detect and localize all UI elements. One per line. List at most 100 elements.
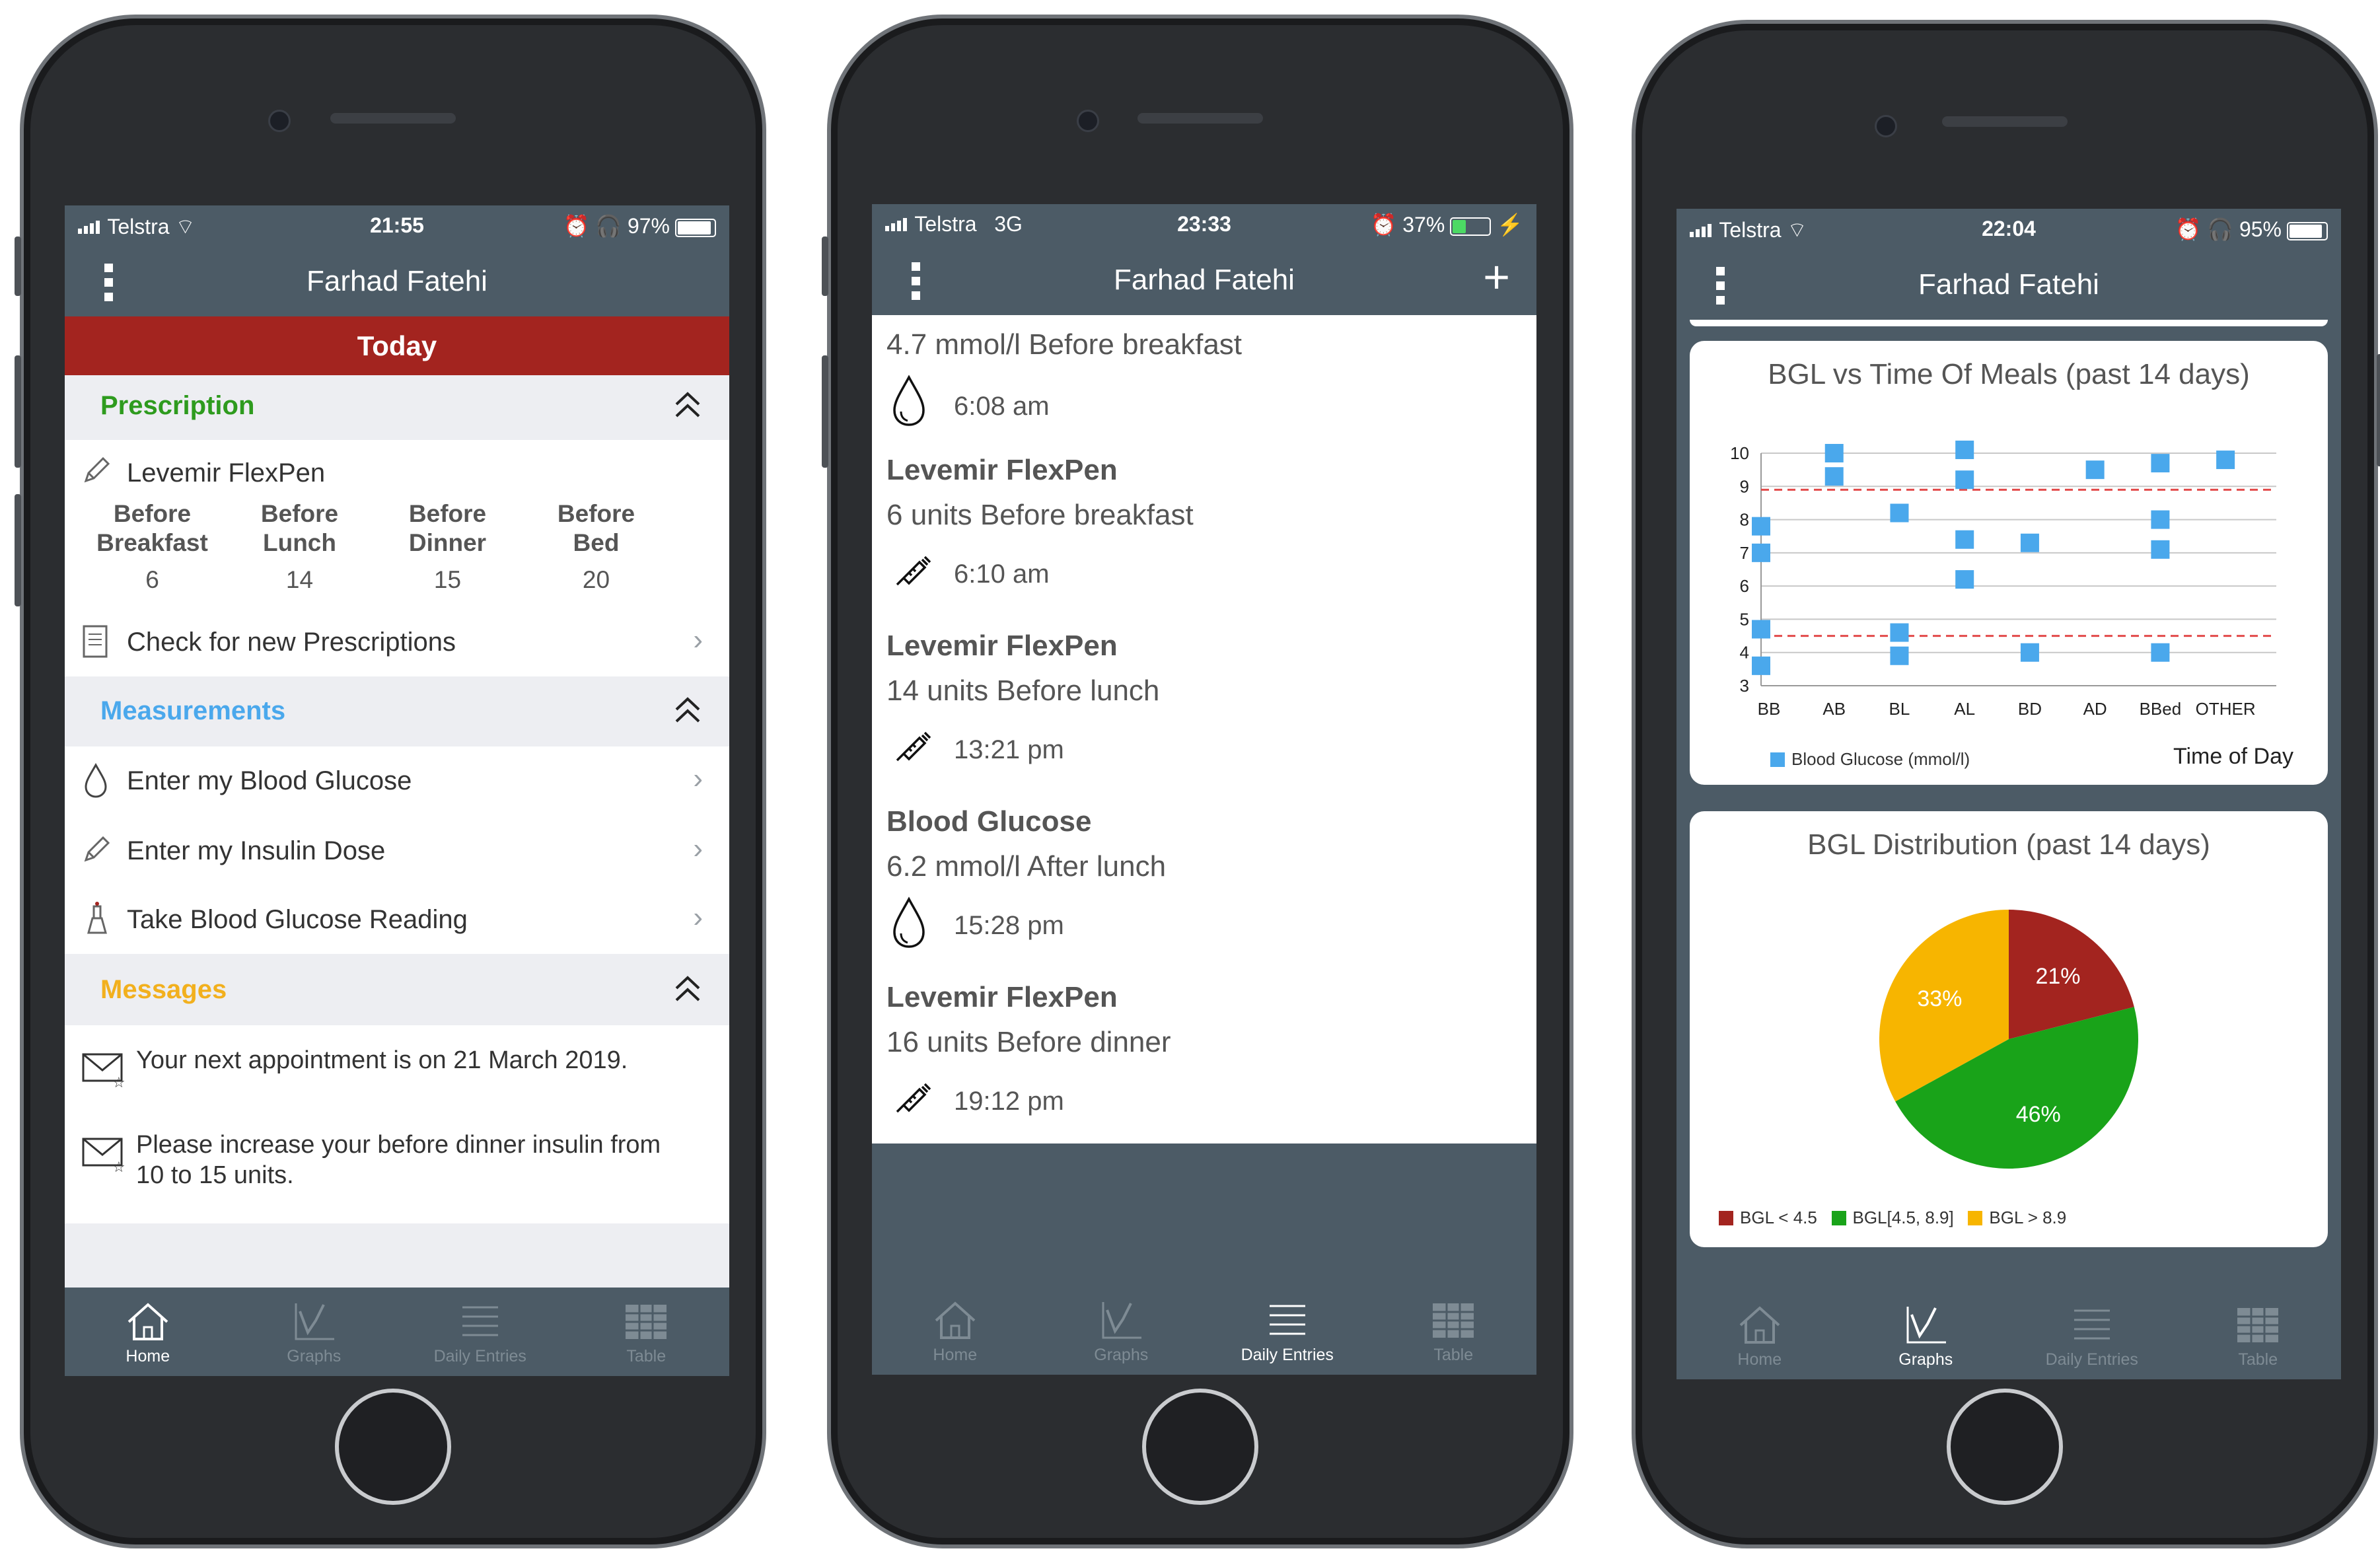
entry-heading: Levemir FlexPen [886, 981, 1118, 1013]
message-item[interactable]: ☆ Your next appointment is on 21 March 2… [65, 1025, 729, 1112]
tab-table[interactable]: Table [2175, 1291, 2342, 1379]
phone-daily-entries: Telstra 3G 23:33 ⏰ 37% ⚡ Farhad Fatehi +… [822, 15, 1573, 1548]
entry-detail: 4.7 mmol/l Before breakfast [886, 328, 1243, 361]
list-icon [2073, 1309, 2110, 1340]
entry-item[interactable]: 4.7 mmol/l Before breakfast 6:08 am [872, 315, 1536, 442]
data-point [2151, 454, 2170, 473]
data-point [1890, 646, 1909, 665]
y-tick-label: 10 [1730, 443, 1749, 463]
front-camera [1077, 110, 1099, 132]
measurements-header[interactable]: Measurements [65, 676, 729, 748]
tab-graphs[interactable]: Graphs [1038, 1286, 1205, 1375]
message-item[interactable]: ☆ Please increase your before dinner ins… [65, 1111, 729, 1225]
tab-daily-entries[interactable]: Daily Entries [397, 1288, 563, 1376]
home-button[interactable] [1947, 1389, 2063, 1505]
entry-detail: 14 units Before lunch [886, 674, 1160, 707]
home-icon [935, 1301, 976, 1339]
bgl-scatter-chart: 3 4 5 6 7 8 9 10 BB AB BL AL BD AD BBed OTHER [1730, 440, 2276, 719]
chevron-right-icon: › [693, 762, 703, 795]
volume-down-button [15, 494, 21, 606]
entry-item[interactable]: Levemir FlexPen 14 units Before lunch 13… [872, 616, 1536, 793]
take-reading-label: Take Blood Glucose Reading [127, 905, 468, 934]
entry-heading: Blood Glucose [886, 805, 1092, 838]
entry-item[interactable]: Levemir FlexPen 6 units Before breakfast… [872, 441, 1536, 618]
tab-home[interactable]: Home [872, 1286, 1038, 1375]
entry-item[interactable]: Levemir FlexPen 16 units Before dinner 1… [872, 968, 1536, 1144]
chevron-right-icon: › [693, 901, 703, 933]
data-point [1890, 503, 1909, 523]
data-point [1890, 623, 1909, 642]
earpiece-speaker [1137, 113, 1263, 124]
collapse-icon[interactable] [671, 691, 704, 731]
entry-heading: Levemir FlexPen [886, 454, 1118, 486]
tab-bar: Home Graphs Daily Entries Table [1677, 1291, 2341, 1379]
data-point [2216, 451, 2235, 470]
prescription-header[interactable]: Prescription [65, 375, 729, 441]
dose-value: 15 [433, 566, 462, 593]
tab-table[interactable]: Table [1371, 1286, 1537, 1375]
check-prescriptions-row[interactable]: Check for new Prescriptions › [65, 608, 729, 678]
navbar: Farhad Fatehi [1677, 248, 2341, 320]
enter-blood-glucose-label: Enter my Blood Glucose [127, 766, 412, 795]
home-button[interactable] [335, 1389, 451, 1505]
collapse-icon[interactable] [671, 386, 704, 425]
legend-label: BGL < 4.5 [1740, 1208, 1817, 1227]
menu-icon[interactable] [912, 262, 921, 306]
data-point [2020, 643, 2039, 662]
tab-graphs[interactable]: Graphs [1843, 1291, 2009, 1379]
page-title: Farhad Fatehi [1114, 264, 1295, 296]
menu-icon[interactable] [1716, 267, 1725, 310]
tab-daily-entries[interactable]: Daily Entries [2009, 1291, 2175, 1379]
graph-icon [1906, 1307, 1947, 1344]
take-reading-row[interactable]: Take Blood Glucose Reading › [65, 885, 729, 955]
volume-up-button [15, 355, 21, 468]
dose-lunch: Before Lunch 14 [225, 499, 374, 595]
status-time: 22:04 [1982, 217, 2036, 240]
enter-insulin-row[interactable]: Enter my Insulin Dose › [65, 815, 729, 887]
drop-icon [85, 762, 107, 798]
data-point [1955, 570, 1974, 589]
y-tick-label: 6 [1740, 576, 1749, 596]
pen-icon [84, 456, 110, 483]
drop-icon [893, 375, 925, 426]
add-entry-button[interactable]: + [1483, 251, 1510, 303]
legend-label: BGL[4.5, 8.9] [1852, 1208, 1954, 1227]
dose-value: 6 [145, 566, 159, 593]
data-point [1955, 530, 1974, 549]
messages-header[interactable]: Messages [65, 954, 729, 1027]
tab-home[interactable]: Home [65, 1288, 231, 1376]
data-point [2020, 533, 2039, 552]
chevron-right-icon: › [693, 832, 703, 865]
data-point [1752, 543, 1770, 562]
status-right: ⏰ 🎧 97% [563, 213, 716, 238]
pie-legend: BGL < 4.5 BGL[4.5, 8.9] BGL > 8.9 [1719, 1208, 2066, 1228]
svg-text:☆: ☆ [112, 1159, 126, 1173]
entry-time: 6:10 am [954, 560, 1050, 589]
page-title: Farhad Fatehi [307, 265, 487, 297]
tab-home[interactable]: Home [1677, 1291, 1843, 1379]
syringe-icon [896, 556, 931, 586]
tab-graphs[interactable]: Graphs [231, 1288, 398, 1376]
enter-blood-glucose-row[interactable]: Enter my Blood Glucose › [65, 746, 729, 817]
status-right: ⏰ 🎧 95% [2175, 217, 2328, 242]
collapse-icon[interactable] [671, 970, 704, 1009]
alarm-icon: ⏰ [563, 214, 590, 238]
tab-daily-entries[interactable]: Daily Entries [1204, 1286, 1371, 1375]
menu-icon[interactable] [104, 264, 114, 307]
battery-icon [2287, 221, 2328, 240]
tab-table[interactable]: Table [563, 1288, 730, 1376]
table-icon [2237, 1308, 2279, 1342]
dose-breakfast: Before Breakfast 6 [78, 499, 227, 595]
entry-item[interactable]: Blood Glucose 6.2 mmol/l After lunch 15:… [872, 792, 1536, 969]
screen: Telstra ⌔ 22:04 ⏰ 🎧 95% Farhad Fatehi BG… [1677, 209, 2341, 1379]
chevron-right-icon: › [693, 624, 703, 656]
y-tick-label: 3 [1740, 676, 1749, 696]
dose-value: 20 [582, 566, 610, 593]
wifi-icon: ⌔ [1787, 218, 1807, 242]
data-point [1955, 470, 1974, 490]
x-tick-label: BB [1758, 699, 1781, 719]
battery-icon [675, 218, 716, 237]
home-button[interactable] [1142, 1389, 1258, 1505]
y-tick-label: 5 [1740, 609, 1749, 629]
drop-icon [893, 896, 925, 948]
